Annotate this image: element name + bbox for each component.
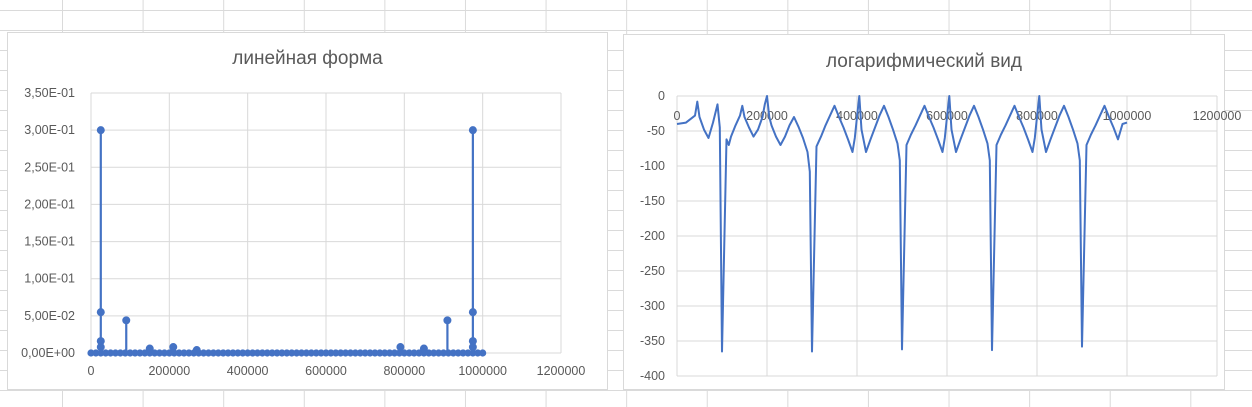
x-tick-label: 400000 [227, 364, 269, 378]
y-tick-label: 1,50E-01 [24, 235, 75, 249]
y-tick-label: -250 [640, 264, 665, 278]
data-point [96, 308, 105, 317]
x-tick-label: 1200000 [537, 364, 586, 378]
y-tick-label: -150 [640, 194, 665, 208]
y-tick-label: 2,50E-01 [24, 160, 75, 174]
data-point [468, 126, 477, 135]
y-tick-label: -350 [640, 334, 665, 348]
x-tick-label: 800000 [383, 364, 425, 378]
log-chart-title: логарифмический вид [825, 51, 1022, 72]
x-tick-label: 1000000 [458, 364, 507, 378]
y-tick-label: 3,50E-01 [24, 86, 75, 100]
x-tick-label: 600000 [305, 364, 347, 378]
linear-chart[interactable]: линейная форма 0 200000 400000 600000 800000… [7, 32, 608, 390]
baseline-data-point [479, 349, 487, 357]
data-point [443, 316, 452, 325]
y-tick-label: 5,00E-02 [24, 309, 75, 323]
x-tick-label: 0 [674, 109, 681, 123]
data-point [96, 343, 105, 352]
log-chart-plot: 0-50-100-150-200-250-300-350-4000 200000 4… [640, 89, 1241, 383]
y-tick-label: 3,00E-01 [24, 123, 75, 137]
data-point [192, 346, 201, 355]
y-tick-label: -400 [640, 369, 665, 383]
data-point [468, 343, 477, 352]
y-tick-label: 2,00E-01 [24, 197, 75, 211]
linear-chart-plot: 0 200000 400000 600000 800000 1000000 1200000 0… [21, 86, 586, 378]
y-tick-label: -50 [647, 124, 665, 138]
data-point [468, 337, 477, 346]
data-point [96, 126, 105, 135]
data-point [419, 344, 428, 353]
data-point [145, 344, 154, 353]
y-tick-label: 0,00E+00 [21, 346, 75, 360]
data-point [468, 308, 477, 317]
x-tick-label: 0 [88, 364, 95, 378]
data-point [96, 337, 105, 346]
y-tick-label: 0 [658, 89, 665, 103]
data-point [122, 316, 131, 325]
data-point [396, 343, 405, 352]
series-line [676, 95, 1128, 353]
x-tick-label: 200000 [148, 364, 190, 378]
y-tick-label: -100 [640, 159, 665, 173]
data-point [169, 343, 178, 352]
x-tick-label: 1000000 [1103, 109, 1152, 123]
linear-chart-title: линейная форма [232, 48, 383, 69]
y-tick-label: -200 [640, 229, 665, 243]
x-tick-label: 1200000 [1193, 109, 1242, 123]
y-tick-label: -300 [640, 299, 665, 313]
y-tick-label: 1,00E-01 [24, 272, 75, 286]
x-tick-label: 200000 [746, 109, 788, 123]
log-chart[interactable]: логарифмический вид 0 -50 -100 -150 -200 -250… [623, 34, 1241, 390]
